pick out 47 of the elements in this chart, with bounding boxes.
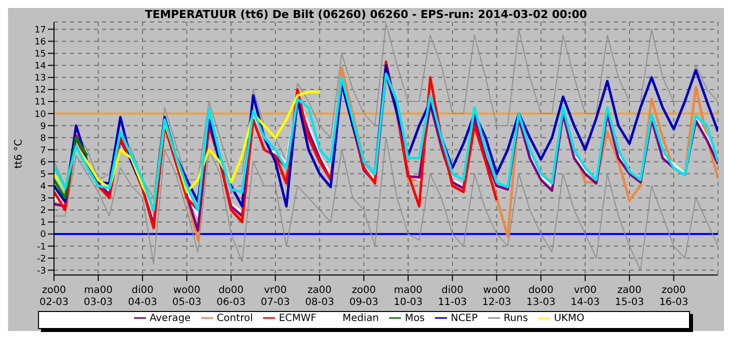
legend-label: Control	[216, 313, 253, 324]
y-tick-label: 15	[34, 50, 46, 60]
y-tick-label: 4	[40, 182, 46, 192]
legend-label: Average	[150, 313, 191, 324]
legend-label: Mos	[404, 313, 425, 324]
y-tick-label: 0	[40, 230, 46, 240]
x-tick-label: di00 11-03	[438, 285, 467, 308]
y-tick-label: 10	[34, 110, 46, 120]
x-tick-label: ma00 03-03	[84, 285, 113, 308]
x-tick-label: za00 15-03	[614, 285, 644, 308]
y-tick-label: 12	[34, 86, 46, 96]
y-tick-label: 17	[34, 25, 46, 36]
legend-label: Runs	[504, 313, 528, 324]
text: Median	[342, 313, 379, 324]
x-tick-label: vr00 14-03	[570, 285, 600, 308]
x-tick-label: do00 06-03	[216, 285, 246, 308]
y-tick-label: 7	[40, 146, 46, 156]
y-tick-label: -1	[37, 242, 46, 252]
x-tick-label: zo00 02-03	[39, 285, 69, 308]
x-tick-label: zo00 09-03	[349, 285, 378, 308]
y-tick-label: -3	[37, 266, 46, 276]
y-tick-label: 8	[40, 134, 46, 144]
y-tick-label: 11	[34, 98, 46, 108]
y-tick-label: 3	[40, 194, 46, 204]
legend-label: ECMWF	[278, 313, 316, 324]
y-tick-label: 16	[34, 37, 46, 48]
legend-label: UKMO	[554, 313, 584, 324]
x-tick-label: zo00 16-03	[659, 285, 688, 308]
y-tick-label: 6	[40, 158, 46, 168]
x-tick-label: wo00 05-03	[172, 285, 202, 308]
chart-title: TEMPERATUUR (tt6) De Bilt (06260) 06260 - EPS-run: 2014-03-02 00:00	[144, 8, 588, 21]
y-tick-label: 5	[40, 170, 46, 180]
x-tick-label: do00 13-03	[526, 285, 556, 308]
y-tick-label: 2	[40, 206, 46, 216]
x-tick-label: di00 04-03	[128, 285, 158, 308]
y-axis-title: tt6 °C	[14, 139, 25, 168]
y-tick-label: 1	[40, 218, 46, 228]
y-tick-label: 14	[34, 62, 46, 72]
legend-label: NCEP	[450, 313, 478, 324]
x-tick-label: vr00 07-03	[260, 285, 290, 308]
line-series	[54, 137, 718, 271]
x-tick-label: wo00 12-03	[482, 285, 512, 308]
y-tick-label: 9	[40, 122, 46, 132]
x-tick-label: ma00 10-03	[394, 285, 423, 308]
x-tick-label: za00 08-03	[305, 285, 334, 308]
y-tick-label: 13	[34, 74, 46, 84]
y-tick-label: -2	[37, 254, 46, 264]
